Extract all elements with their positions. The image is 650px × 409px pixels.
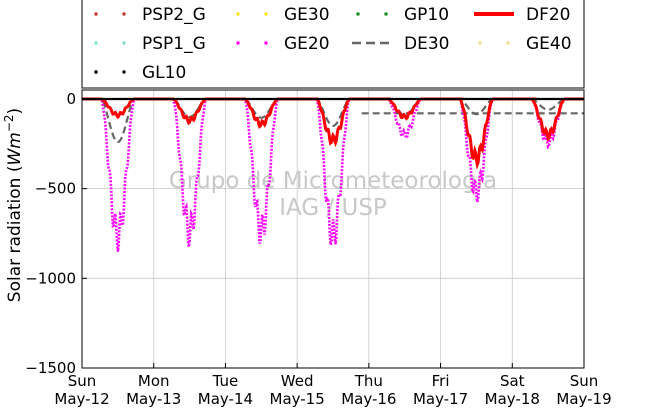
x-tick-label-date: May-17 (413, 390, 468, 408)
x-tick-label-day: Tue (212, 372, 239, 390)
x-tick-label-day: Sun (68, 372, 97, 390)
axes: SunMay-12MonMay-13TueMay-14WedMay-15ThuM… (25, 90, 611, 408)
y-tick-label: 0 (66, 90, 76, 108)
watermark: Grupo de Micrometeorologia IAG / USP (169, 168, 497, 221)
x-tick-label-day: Mon (138, 372, 170, 390)
legend-marker-PSP2_G (94, 12, 98, 16)
x-tick-label-date: May-19 (556, 390, 611, 408)
legend-marker-PSP1_G (94, 41, 98, 45)
legend-label-PSP2_G: PSP2_G (142, 5, 206, 25)
series-DF20 (82, 97, 585, 170)
legend-label-GE40: GE40 (526, 34, 572, 54)
legend-marker-GE40 (478, 41, 482, 45)
y-tick-label: −500 (35, 180, 76, 198)
x-tick-label-day: Sat (500, 372, 525, 390)
x-tick-label-date: May-13 (126, 390, 181, 408)
legend-marker-GP10 (356, 12, 360, 16)
plot-frame (81, 89, 585, 369)
legend-label-GE30: GE30 (284, 5, 330, 25)
y-axis-label-close: ) (5, 108, 25, 115)
y-axis-label-main: Solar radiation ( (5, 166, 25, 303)
x-tick-label-day: Thu (354, 372, 383, 390)
x-tick-label-date: May-15 (270, 390, 325, 408)
legend-marker-GL10 (122, 70, 126, 74)
y-tick-label: −1000 (25, 269, 76, 287)
series-group (82, 97, 585, 252)
legend-label-GP10: GP10 (404, 5, 449, 25)
y-axis-label: Solar radiation (Wm−2) (2, 108, 25, 302)
y-tick-label: −1500 (25, 359, 76, 377)
x-tick-label-day: Wed (281, 372, 314, 390)
y-axis-label-exp: −2 (2, 114, 16, 132)
y-axis-label-unit: Wm (5, 132, 25, 165)
legend-marker-GE20 (264, 41, 268, 45)
x-tick-label-day: Fri (432, 372, 450, 390)
x-tick-label-date: May-16 (341, 390, 396, 408)
x-tick-label-date: May-14 (198, 390, 253, 408)
legend-marker-GE20 (236, 41, 240, 45)
legend-marker-GE30 (236, 12, 240, 16)
legend-label-PSP1_G: PSP1_G (142, 34, 206, 54)
watermark-line-2: IAG / USP (279, 195, 387, 221)
x-tick-label-date: May-18 (485, 390, 540, 408)
watermark-line-1: Grupo de Micrometeorologia (169, 168, 497, 194)
legend: PSP2_G GE30 GP10 DF20 PSP1_G GE20 DE30 GE40 GL10 (94, 5, 572, 83)
legend-label-GL10: GL10 (142, 63, 186, 83)
legend-marker-PSP2_G (122, 12, 126, 16)
legend-marker-GE30 (264, 12, 268, 16)
legend-marker-GP10 (384, 12, 388, 16)
legend-marker-GE40 (506, 41, 510, 45)
legend-label-DF20: DF20 (526, 5, 571, 25)
series-GE20 (82, 97, 585, 252)
x-tick-label-day: Sun (570, 372, 599, 390)
x-tick-label-date: May-12 (54, 390, 109, 408)
legend-label-GE20: GE20 (284, 34, 330, 54)
legend-label-DE30: DE30 (404, 34, 449, 54)
legend-marker-GL10 (94, 70, 98, 74)
legend-marker-PSP1_G (122, 41, 126, 45)
